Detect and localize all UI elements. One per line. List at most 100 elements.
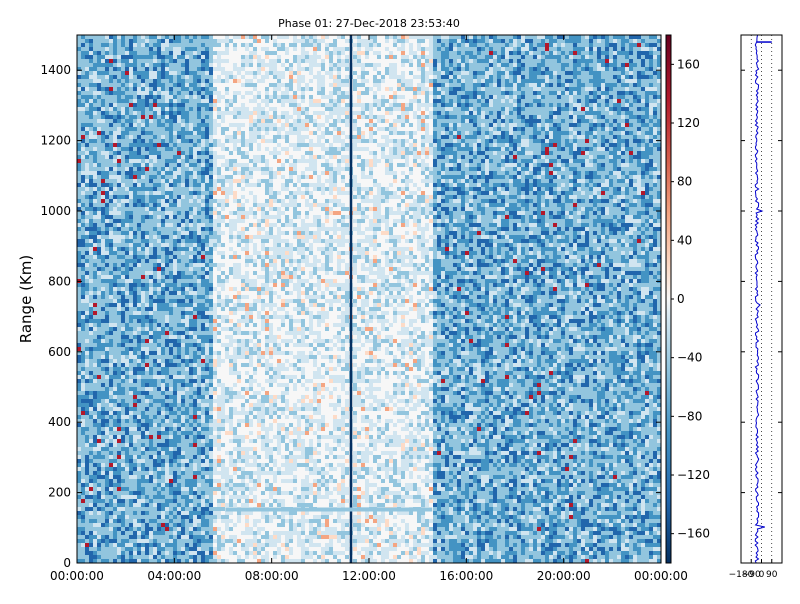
heatmap-cell (209, 439, 213, 447)
heatmap-cell (177, 199, 181, 207)
heatmap-cell (197, 335, 201, 339)
heatmap-cell (181, 155, 185, 159)
heatmap-cell (161, 251, 165, 263)
heatmap-cell (245, 379, 249, 383)
heatmap-cell (97, 111, 101, 119)
heatmap-cell (277, 247, 281, 255)
heatmap-cell (189, 495, 193, 499)
heatmap-cell (253, 115, 257, 119)
heatmap-cell (77, 383, 81, 391)
heatmap-cell (177, 131, 181, 135)
heatmap-cell (233, 239, 237, 251)
heatmap-cell (269, 155, 273, 167)
heatmap-cell (205, 511, 209, 515)
heatmap-cell (241, 315, 245, 319)
heatmap-cell (101, 411, 105, 415)
heatmap-cell (77, 107, 81, 111)
heatmap-cell (145, 203, 149, 207)
heatmap-cell (133, 259, 137, 263)
heatmap-cell (189, 275, 193, 279)
heatmap-cell (169, 335, 173, 339)
heatmap-cell (157, 103, 161, 107)
heatmap-cell (253, 275, 257, 279)
heatmap-cell (109, 355, 113, 359)
heatmap-cell (225, 215, 229, 219)
heatmap-cell (89, 231, 93, 235)
heatmap-cell (197, 255, 201, 259)
heatmap-cell (185, 459, 189, 463)
heatmap-cell (273, 131, 277, 135)
heatmap-cell (185, 551, 189, 559)
heatmap-cell (185, 231, 189, 235)
heatmap-cell (157, 355, 161, 359)
heatmap-cell (201, 223, 205, 227)
heatmap-cell (81, 391, 85, 395)
heatmap-cell (141, 79, 145, 83)
heatmap-cell (249, 111, 253, 115)
heatmap-cell (185, 103, 189, 111)
heatmap-cell (81, 299, 85, 303)
heatmap-cell (189, 171, 193, 175)
heatmap-cell (117, 151, 121, 155)
heatmap-cell (93, 455, 97, 459)
heatmap-cell (281, 211, 285, 215)
heatmap-cell (289, 47, 293, 63)
heatmap-cell (237, 347, 241, 355)
heatmap-cell (129, 375, 133, 379)
heatmap-cell (161, 195, 165, 199)
heatmap-cell (101, 463, 105, 467)
heatmap-cell (157, 535, 161, 543)
heatmap-cell (153, 483, 157, 487)
heatmap-cell (133, 347, 137, 355)
heatmap-cell (81, 135, 85, 139)
heatmap-cell (161, 167, 165, 171)
heatmap-cell (285, 475, 289, 479)
heatmap-cell (105, 119, 109, 135)
heatmap-cell (205, 507, 209, 511)
heatmap-cell (217, 451, 221, 455)
heatmap-cell (109, 179, 113, 183)
heatmap-cell (269, 119, 273, 123)
heatmap-cell (105, 487, 109, 491)
heatmap-cell (89, 59, 93, 63)
heatmap-cell (133, 183, 137, 187)
heatmap-cell (141, 427, 145, 431)
heatmap-cell (205, 515, 209, 519)
heatmap-cell (265, 295, 269, 303)
heatmap-cell (213, 527, 217, 531)
heatmap-cell (105, 427, 109, 435)
heatmap-cell (213, 219, 217, 231)
heatmap-cell (289, 343, 293, 351)
heatmap-cell (109, 295, 113, 299)
heatmap-cell (89, 203, 93, 207)
heatmap-cell (125, 239, 129, 243)
heatmap-cell (225, 451, 229, 455)
heatmap-cell (121, 451, 125, 455)
heatmap-cell (165, 335, 169, 339)
heatmap-cell (225, 171, 229, 175)
heatmap-cell (149, 207, 153, 211)
heatmap-cell (225, 395, 229, 399)
heatmap-cell (261, 535, 265, 539)
heatmap-cell (129, 475, 133, 479)
heatmap-cell (241, 199, 245, 203)
heatmap-cell (89, 75, 93, 79)
heatmap-cell (157, 295, 161, 299)
heatmap-cell (173, 135, 177, 143)
heatmap-cell (225, 483, 229, 487)
heatmap-cell (193, 479, 197, 487)
heatmap-cell (217, 439, 221, 443)
heatmap-cell (249, 127, 253, 131)
heatmap-cell (101, 119, 105, 123)
heatmap-cell (109, 63, 113, 67)
heatmap-cell (201, 43, 205, 47)
heatmap-cell (233, 127, 237, 131)
heatmap-cell (285, 287, 289, 291)
heatmap-cell (149, 259, 153, 271)
heatmap-cell (277, 383, 281, 387)
heatmap-cell (189, 39, 193, 43)
heatmap-cell (105, 411, 109, 415)
heatmap-cell (145, 191, 149, 195)
heatmap-cell (125, 347, 129, 355)
heatmap-cell (197, 35, 201, 55)
